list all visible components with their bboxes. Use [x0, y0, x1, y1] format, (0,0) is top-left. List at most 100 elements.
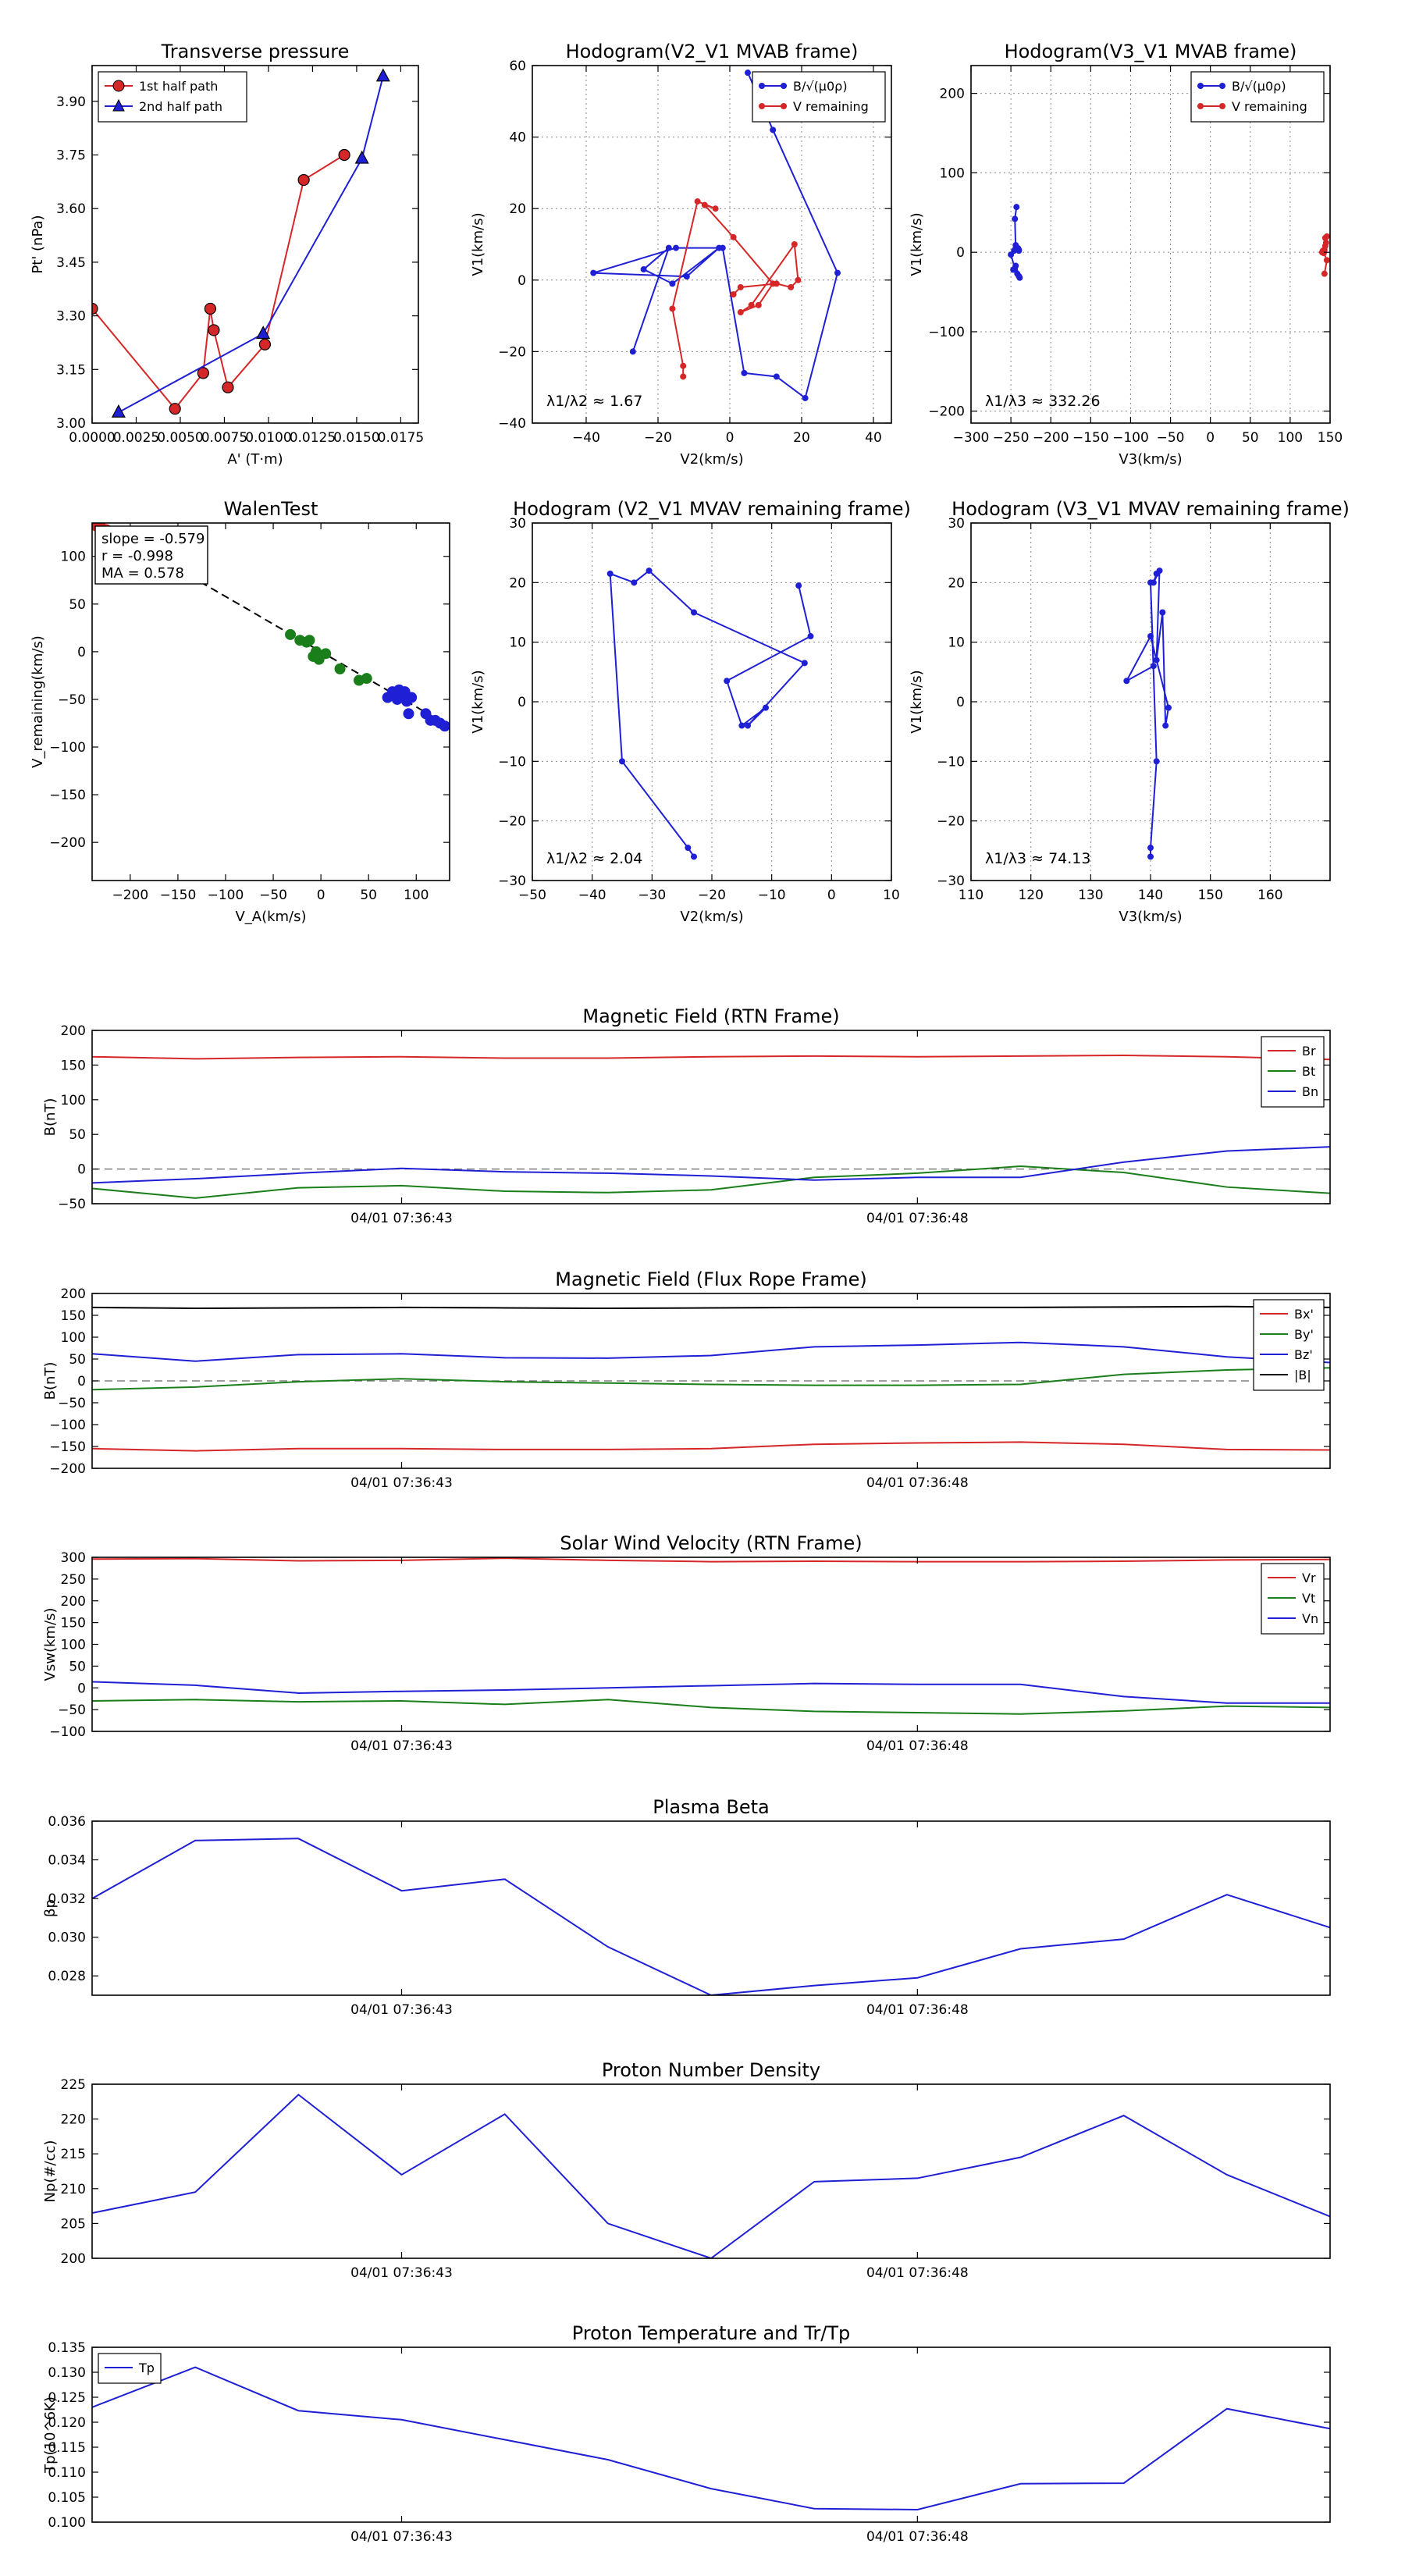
data-point — [680, 373, 687, 380]
x-axis-label: V3(km/s) — [1119, 909, 1182, 925]
x-tick-label: −50 — [1157, 430, 1185, 446]
y-tick-label: 50 — [69, 597, 86, 613]
x-tick-label: 04/01 07:36:48 — [866, 2002, 969, 2018]
x-tick-label: 140 — [1138, 888, 1163, 903]
y-tick-label: −50 — [58, 1703, 86, 1718]
y-tick-label: −150 — [49, 1439, 86, 1455]
series-line-V — [1124, 570, 1170, 857]
y-tick-label: −20 — [937, 814, 965, 830]
y-tick-label: 20 — [948, 575, 965, 591]
x-tick-label: −50 — [518, 888, 546, 903]
y-tick-label: 250 — [61, 1572, 86, 1588]
y-tick-label: 210 — [61, 2182, 86, 2197]
y-tick-label: −50 — [58, 1396, 86, 1411]
y-tick-label: 220 — [61, 2112, 86, 2128]
data-point — [1153, 758, 1160, 765]
x-tick-label: 0 — [726, 430, 735, 446]
series-line-Bn — [92, 1146, 1330, 1184]
data-point — [694, 198, 701, 205]
data-point — [802, 394, 809, 401]
y-tick-label: −100 — [49, 1724, 86, 1740]
y-tick-label: 20 — [509, 201, 526, 217]
data-point — [716, 244, 723, 251]
y-tick-label: 0.028 — [48, 1969, 86, 1984]
data-point — [297, 173, 310, 187]
y-tick-label: 0.115 — [48, 2440, 86, 2456]
x-tick-label: 04/01 07:36:43 — [350, 2265, 453, 2281]
y-tick-label: 10 — [948, 635, 965, 651]
y-tick-label: −150 — [49, 788, 86, 803]
plot-area — [92, 2094, 1330, 2258]
y-axis-label: B(nT) — [42, 1098, 59, 1137]
y-tick-label: 20 — [509, 575, 526, 591]
x-tick-label: 0 — [317, 888, 325, 903]
legend: Vr Vt Vn — [1261, 1563, 1325, 1635]
legend-label: Bt — [1302, 1064, 1315, 1079]
x-tick-label: −150 — [1072, 430, 1109, 446]
axes-frame — [532, 65, 892, 424]
y-tick-label: 50 — [69, 1352, 86, 1368]
y-tick-label: 0.105 — [48, 2490, 86, 2506]
x-tick-label: 110 — [959, 888, 984, 903]
chart-p3: −300 −250 −200 −150 −100 −50 0 50 100 150−200−100… — [909, 41, 1343, 468]
legend: B/√(μ0ρ) V remaining — [752, 71, 886, 123]
data-point — [712, 205, 719, 212]
axes-frame — [91, 522, 450, 881]
axes-frame — [970, 65, 1331, 424]
y-tick-label: 3.75 — [56, 148, 86, 164]
y-tick-label: −100 — [928, 325, 965, 340]
legend-marker — [759, 83, 765, 89]
plot-area — [590, 69, 841, 401]
plot-area — [92, 2366, 1330, 2511]
series-line-Bz' — [92, 1341, 1330, 1364]
data-point — [1321, 234, 1329, 241]
data-point — [773, 373, 780, 380]
y-tick-label: 0.034 — [48, 1853, 86, 1869]
data-point — [770, 126, 777, 133]
axes-frame — [91, 2347, 1331, 2523]
data-point — [724, 678, 731, 685]
y-tick-label: 0.135 — [48, 2340, 86, 2356]
y-tick-label: −30 — [937, 873, 965, 889]
data-point — [745, 722, 751, 729]
chart-title: Hodogram (V3_V1 MVAV remaining frame) — [951, 498, 1350, 520]
chart-title: Transverse pressure — [161, 41, 350, 62]
y-tick-label: 3.00 — [56, 416, 86, 432]
y-tick-label: 100 — [940, 165, 965, 181]
x-tick-label: 0.0050 — [157, 430, 203, 446]
y-tick-label: 0 — [77, 645, 86, 660]
y-tick-label: 300 — [61, 1550, 86, 1566]
legend-label: Bn — [1302, 1084, 1318, 1099]
x-tick-label: 100 — [404, 888, 429, 903]
y-tick-label: 200 — [61, 1023, 86, 1039]
data-point — [738, 722, 745, 729]
data-point — [631, 579, 638, 586]
x-tick-label: 0.0125 — [290, 430, 336, 446]
y-tick-label: 225 — [61, 2077, 86, 2093]
scatter-point — [308, 650, 319, 662]
legend-frame — [98, 71, 247, 123]
legend-label: B/√(μ0ρ) — [793, 79, 848, 94]
y-axis-label: B(nT) — [42, 1362, 59, 1400]
y-tick-label: −30 — [498, 873, 526, 889]
data-point — [375, 68, 390, 82]
legend-marker — [759, 103, 765, 109]
series-line-Br — [92, 1054, 1330, 1061]
chart-title: Proton Temperature and Tr/Tp — [572, 2322, 850, 2344]
y-tick-label: −100 — [49, 1418, 86, 1433]
data-point — [1321, 247, 1328, 254]
legend-label: Vn — [1302, 1611, 1318, 1626]
y-tick-label: 3.45 — [56, 255, 86, 271]
data-point — [1156, 568, 1163, 575]
x-axis-label: V_A(km/s) — [235, 909, 306, 925]
data-point — [680, 362, 687, 369]
chart-p12: 04/01 07:36:43 04/01 07:36:48 0.100 0.105 0.… — [42, 2322, 1331, 2545]
walen-stat-text: MA = 0.578 — [101, 565, 184, 582]
plot-area — [92, 1054, 1330, 1199]
y-tick-label: 100 — [61, 1330, 86, 1346]
x-tick-label: 04/01 07:36:43 — [350, 1211, 453, 1226]
series-line-Vt — [92, 1699, 1330, 1715]
chart-title: Magnetic Field (RTN Frame) — [582, 1005, 839, 1027]
y-tick-label: 0 — [518, 695, 526, 710]
x-tick-label: −150 — [160, 888, 197, 903]
